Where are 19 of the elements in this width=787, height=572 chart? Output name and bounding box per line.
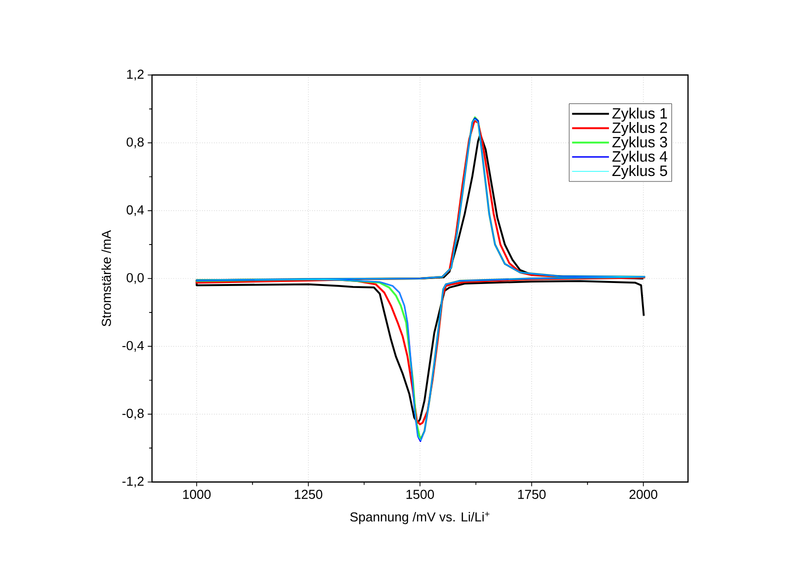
y-tick-label: -0,8 (122, 408, 144, 420)
x-tick-label: 2000 (630, 490, 658, 499)
legend-label: Zyklus 3 (612, 136, 668, 150)
x-tick-label: 1250 (294, 490, 322, 499)
legend-label: Zyklus 1 (612, 108, 667, 122)
x-axis-title: Spannung /mV vs. Li/Li$^{+}$ (350, 512, 490, 524)
x-tick-label: 1750 (518, 490, 546, 499)
legend-label: Zyklus 5 (612, 165, 668, 180)
y-tick-label: -0,4 (122, 340, 144, 352)
x-tick-label: 1000 (183, 490, 211, 499)
legend-label: Zyklus 4 (612, 150, 668, 165)
y-tick-label: 0,0 (126, 273, 144, 284)
legend-label: Zyklus 2 (612, 122, 667, 136)
y-axis-title: Stromstärke /mA (101, 230, 111, 326)
x-tick-label: 1500 (406, 490, 434, 499)
y-tick-label: 0,4 (126, 205, 144, 216)
y-tick-label: -1,2 (122, 476, 144, 488)
y-tick-label: 0,8 (126, 137, 144, 148)
y-tick-label: 1,2 (127, 70, 144, 80)
